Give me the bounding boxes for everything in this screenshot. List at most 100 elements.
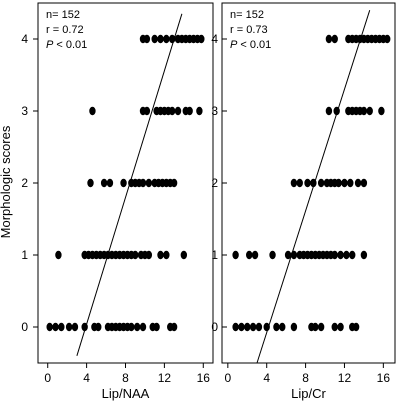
data-point [304, 178, 311, 188]
data-point [58, 322, 65, 332]
y-tick-label: 0 [21, 320, 28, 334]
data-point [65, 322, 73, 332]
stats-line: n= 152 [46, 9, 80, 21]
data-point [249, 322, 257, 332]
x-tick-label: 4 [263, 371, 270, 385]
regression-line [76, 13, 183, 356]
data-point [366, 106, 373, 116]
x-tick-label: 0 [44, 371, 51, 385]
data-point [139, 178, 147, 188]
x-tick-label: 0 [224, 371, 231, 385]
data-point [46, 322, 53, 332]
data-point [347, 178, 354, 188]
data-point [331, 322, 338, 332]
data-point [87, 178, 94, 188]
data-point [331, 34, 338, 44]
data-point [95, 322, 102, 332]
data-point [290, 178, 298, 188]
x-tick-label: 8 [122, 371, 129, 385]
x-tick-label: 16 [377, 371, 391, 385]
data-point [151, 34, 158, 44]
data-point [244, 322, 251, 332]
data-point [196, 106, 203, 116]
data-point [132, 250, 139, 260]
data-point [157, 250, 164, 260]
x-axis-title: Lip/NAA [102, 386, 150, 401]
data-point [360, 250, 368, 260]
y-tick-label: 1 [21, 248, 28, 262]
regression-line [256, 10, 371, 364]
data-point [343, 250, 350, 260]
data-point [238, 322, 245, 332]
data-point [174, 106, 182, 116]
data-point [284, 250, 292, 260]
data-point [55, 250, 62, 260]
x-tick-label: 12 [338, 371, 352, 385]
data-point [360, 106, 368, 116]
data-point [337, 250, 344, 260]
data-point [341, 178, 348, 188]
data-point [317, 178, 325, 188]
data-point [163, 250, 170, 260]
data-point [325, 34, 333, 44]
data-point [153, 322, 160, 332]
data-point [106, 178, 114, 188]
data-point [384, 34, 391, 44]
stats-line: P < 0.01 [230, 39, 271, 51]
data-point [170, 178, 178, 188]
data-point [273, 322, 280, 332]
data-point [325, 106, 333, 116]
x-axis-title: Lip/Cr [291, 386, 326, 401]
stats-line: r = 0.73 [230, 24, 268, 36]
data-point [279, 322, 286, 332]
data-point [143, 106, 151, 116]
x-tick-label: 12 [158, 371, 172, 385]
x-tick-label: 8 [302, 371, 309, 385]
y-tick-label: 0 [211, 320, 218, 334]
data-point [143, 34, 151, 44]
data-point [170, 322, 178, 332]
data-point [312, 322, 319, 332]
data-point [251, 250, 259, 260]
data-point [198, 34, 205, 44]
data-point [337, 322, 344, 332]
y-tick-label: 4 [211, 32, 218, 46]
data-point [290, 322, 298, 332]
data-point [255, 322, 263, 332]
data-point [232, 322, 239, 332]
y-tick-label: 2 [211, 176, 218, 190]
x-tick-label: 16 [197, 371, 211, 385]
data-point [317, 322, 325, 332]
y-tick-label: 2 [21, 176, 28, 190]
y-tick-label: 1 [211, 248, 218, 262]
data-point [232, 250, 239, 260]
x-tick-label: 4 [83, 371, 90, 385]
data-point [128, 322, 135, 332]
data-point [145, 178, 153, 188]
stats-line: n= 152 [230, 9, 264, 21]
data-point [52, 322, 59, 332]
data-point [157, 34, 164, 44]
data-point [168, 106, 176, 116]
y-axis-title: Morphologic scores [0, 125, 13, 238]
data-point [246, 250, 253, 260]
data-point [100, 178, 108, 188]
data-point [352, 322, 360, 332]
data-point [269, 250, 276, 260]
data-point [133, 322, 141, 332]
data-point [360, 178, 368, 188]
data-point [296, 178, 303, 188]
data-point [120, 178, 127, 188]
y-tick-label: 3 [211, 104, 218, 118]
data-point [139, 322, 147, 332]
data-point [186, 106, 193, 116]
data-point [335, 178, 342, 188]
data-point [180, 250, 188, 260]
data-point [349, 250, 356, 260]
y-tick-label: 4 [21, 32, 28, 46]
data-point [331, 250, 338, 260]
y-tick-label: 3 [21, 104, 28, 118]
